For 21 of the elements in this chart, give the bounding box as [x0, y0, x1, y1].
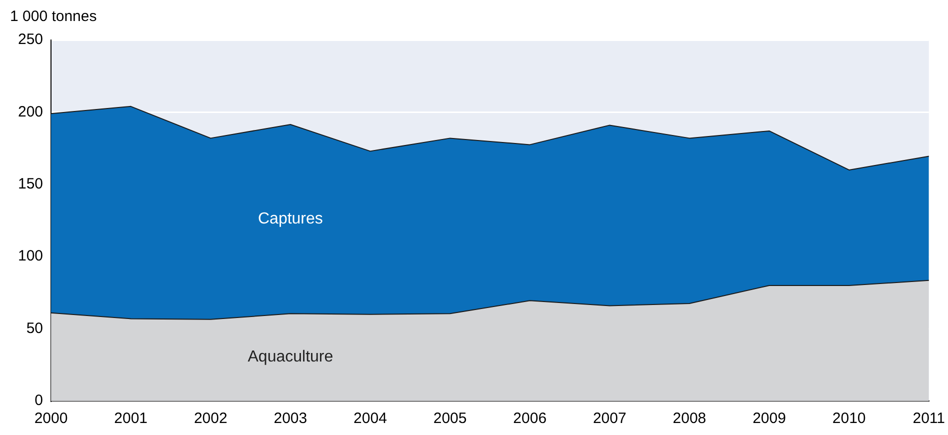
y-tick-label: 0: [34, 392, 44, 410]
series-label: Aquaculture: [248, 348, 334, 366]
x-tick-label: 2009: [752, 410, 786, 428]
x-tick-label: 2011: [912, 410, 946, 428]
y-tick-label: 150: [18, 176, 44, 193]
x-tick-label: 2008: [672, 410, 706, 428]
y-tick-label: 200: [18, 103, 44, 120]
x-tick-label: 2000: [34, 410, 68, 428]
x-tick-label: 2005: [433, 410, 467, 428]
y-tick-label: 100: [18, 248, 44, 265]
series-label: Captures: [258, 210, 323, 228]
y-tick-label: 50: [26, 320, 44, 337]
x-tick-label: 2010: [832, 410, 866, 428]
x-tick-label: 2003: [274, 410, 308, 428]
x-tick-label: 2004: [354, 410, 387, 428]
y-tick-label: 250: [18, 31, 44, 48]
y-axis-title: 1 000 tonnes: [10, 8, 97, 25]
x-tick-label: 2007: [592, 410, 626, 428]
x-tick-label: 2001: [114, 410, 148, 428]
x-tick-label: 2006: [513, 410, 547, 428]
x-tick-label: 2002: [194, 410, 228, 428]
